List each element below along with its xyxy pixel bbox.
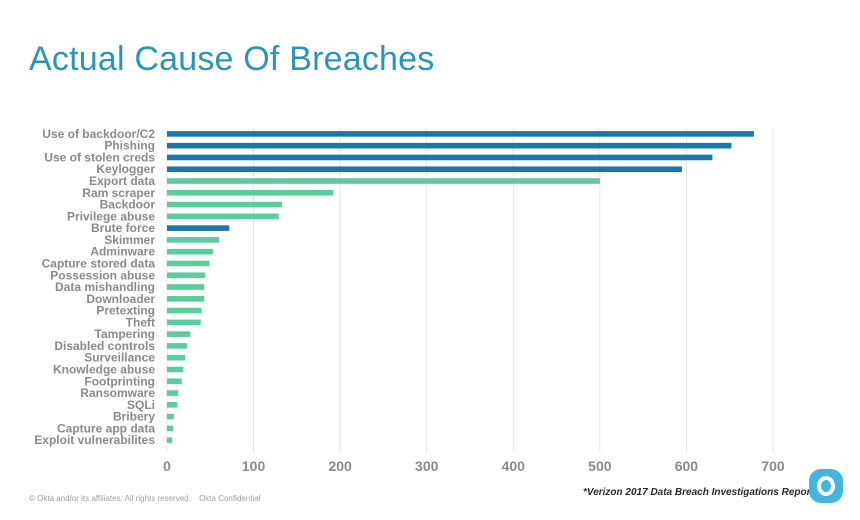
bar-downloader	[167, 296, 205, 302]
bar-theft	[167, 319, 201, 326]
bar-brute-force	[167, 225, 230, 231]
category-label: Keylogger	[96, 162, 155, 176]
source-note: *Verizon 2017 Data Breach Investigations…	[583, 487, 814, 498]
category-label: Adminware	[90, 245, 155, 259]
x-tick-label: 600	[675, 458, 699, 474]
bar-bribery	[167, 413, 174, 420]
bar-surveillance	[167, 354, 186, 361]
category-label: Footprinting	[84, 374, 155, 388]
okta-logo-ring	[817, 476, 835, 496]
category-label: Knowledge abuse	[53, 362, 155, 376]
category-label: Disabled controls	[54, 339, 155, 353]
bar-knowledge-abuse	[167, 366, 184, 373]
copyright-text: © Okta and/or its affiliates. All rights…	[29, 494, 191, 503]
bar-footprinting	[167, 378, 182, 385]
category-label: Theft	[126, 315, 155, 329]
category-label: Skimmer	[104, 233, 155, 247]
footer-copyright: © Okta and/or its affiliates. All rights…	[29, 494, 266, 503]
bar-pretexting	[167, 307, 202, 314]
bar-backdoor	[167, 201, 283, 208]
bars	[167, 131, 754, 443]
category-label: Capture stored data	[42, 256, 156, 270]
category-label: Data mishandling	[55, 280, 155, 294]
bar-tampering	[167, 331, 191, 337]
x-tick-label: 100	[242, 458, 266, 474]
bar-use-of-stolen-creds	[167, 154, 713, 161]
category-label: Phishing	[104, 139, 155, 153]
category-label: Use of stolen creds	[44, 150, 155, 164]
category-label: Downloader	[86, 292, 155, 306]
category-label: SQLi	[127, 398, 155, 412]
okta-logo-icon	[809, 469, 843, 503]
category-label: Exploit vulnerabilites	[34, 433, 155, 447]
x-tick-label: 700	[761, 458, 785, 474]
bar-disabled-controls	[167, 343, 187, 349]
category-label: Surveillance	[84, 351, 155, 365]
category-label: Bribery	[113, 410, 155, 424]
category-label: Capture app data	[57, 421, 155, 435]
x-axis-tick-labels: 0 100 200 300 400 500 600 700	[163, 458, 785, 474]
category-label: Use of backdoor/C2	[42, 127, 155, 141]
category-label: Pretexting	[96, 304, 155, 318]
gridlines	[166, 128, 774, 453]
bar-phishing	[167, 142, 732, 149]
bar-skimmer	[167, 237, 219, 243]
bar-ransomware	[167, 390, 179, 396]
bar-use-of-backdoor-c2	[167, 131, 754, 137]
bar-data-mishandling	[167, 284, 205, 290]
category-label: Brute force	[91, 221, 155, 235]
x-tick-label: 200	[328, 458, 352, 474]
x-tick-label: 300	[415, 458, 439, 474]
bar-keylogger	[167, 166, 683, 173]
bar-ram-scraper	[167, 189, 334, 196]
x-tick-label: 500	[588, 458, 612, 474]
bar-possession-abuse	[167, 272, 206, 279]
bar-adminware	[167, 248, 213, 255]
bar-exploit-vulnerabilites	[167, 437, 173, 443]
category-label: Privilege abuse	[67, 209, 155, 223]
x-tick-label: 0	[163, 458, 171, 474]
category-label: Ransomware	[80, 386, 155, 400]
bar-capture-app-data	[167, 425, 174, 432]
category-label: Backdoor	[100, 198, 156, 212]
confidential-text: Okta Confidential	[199, 494, 261, 503]
bar-capture-stored-data	[167, 260, 210, 267]
bar-privilege-abuse	[167, 213, 279, 220]
x-tick-label: 400	[502, 458, 526, 474]
category-label: Ram scraper	[82, 186, 155, 200]
category-label: Tampering	[95, 327, 155, 341]
bar-export-data	[167, 178, 600, 184]
slide-title: Actual Cause Of Breaches	[29, 40, 435, 78]
category-label: Possession abuse	[50, 268, 155, 282]
category-label: Export data	[89, 174, 155, 188]
bar-sqli	[167, 402, 178, 408]
